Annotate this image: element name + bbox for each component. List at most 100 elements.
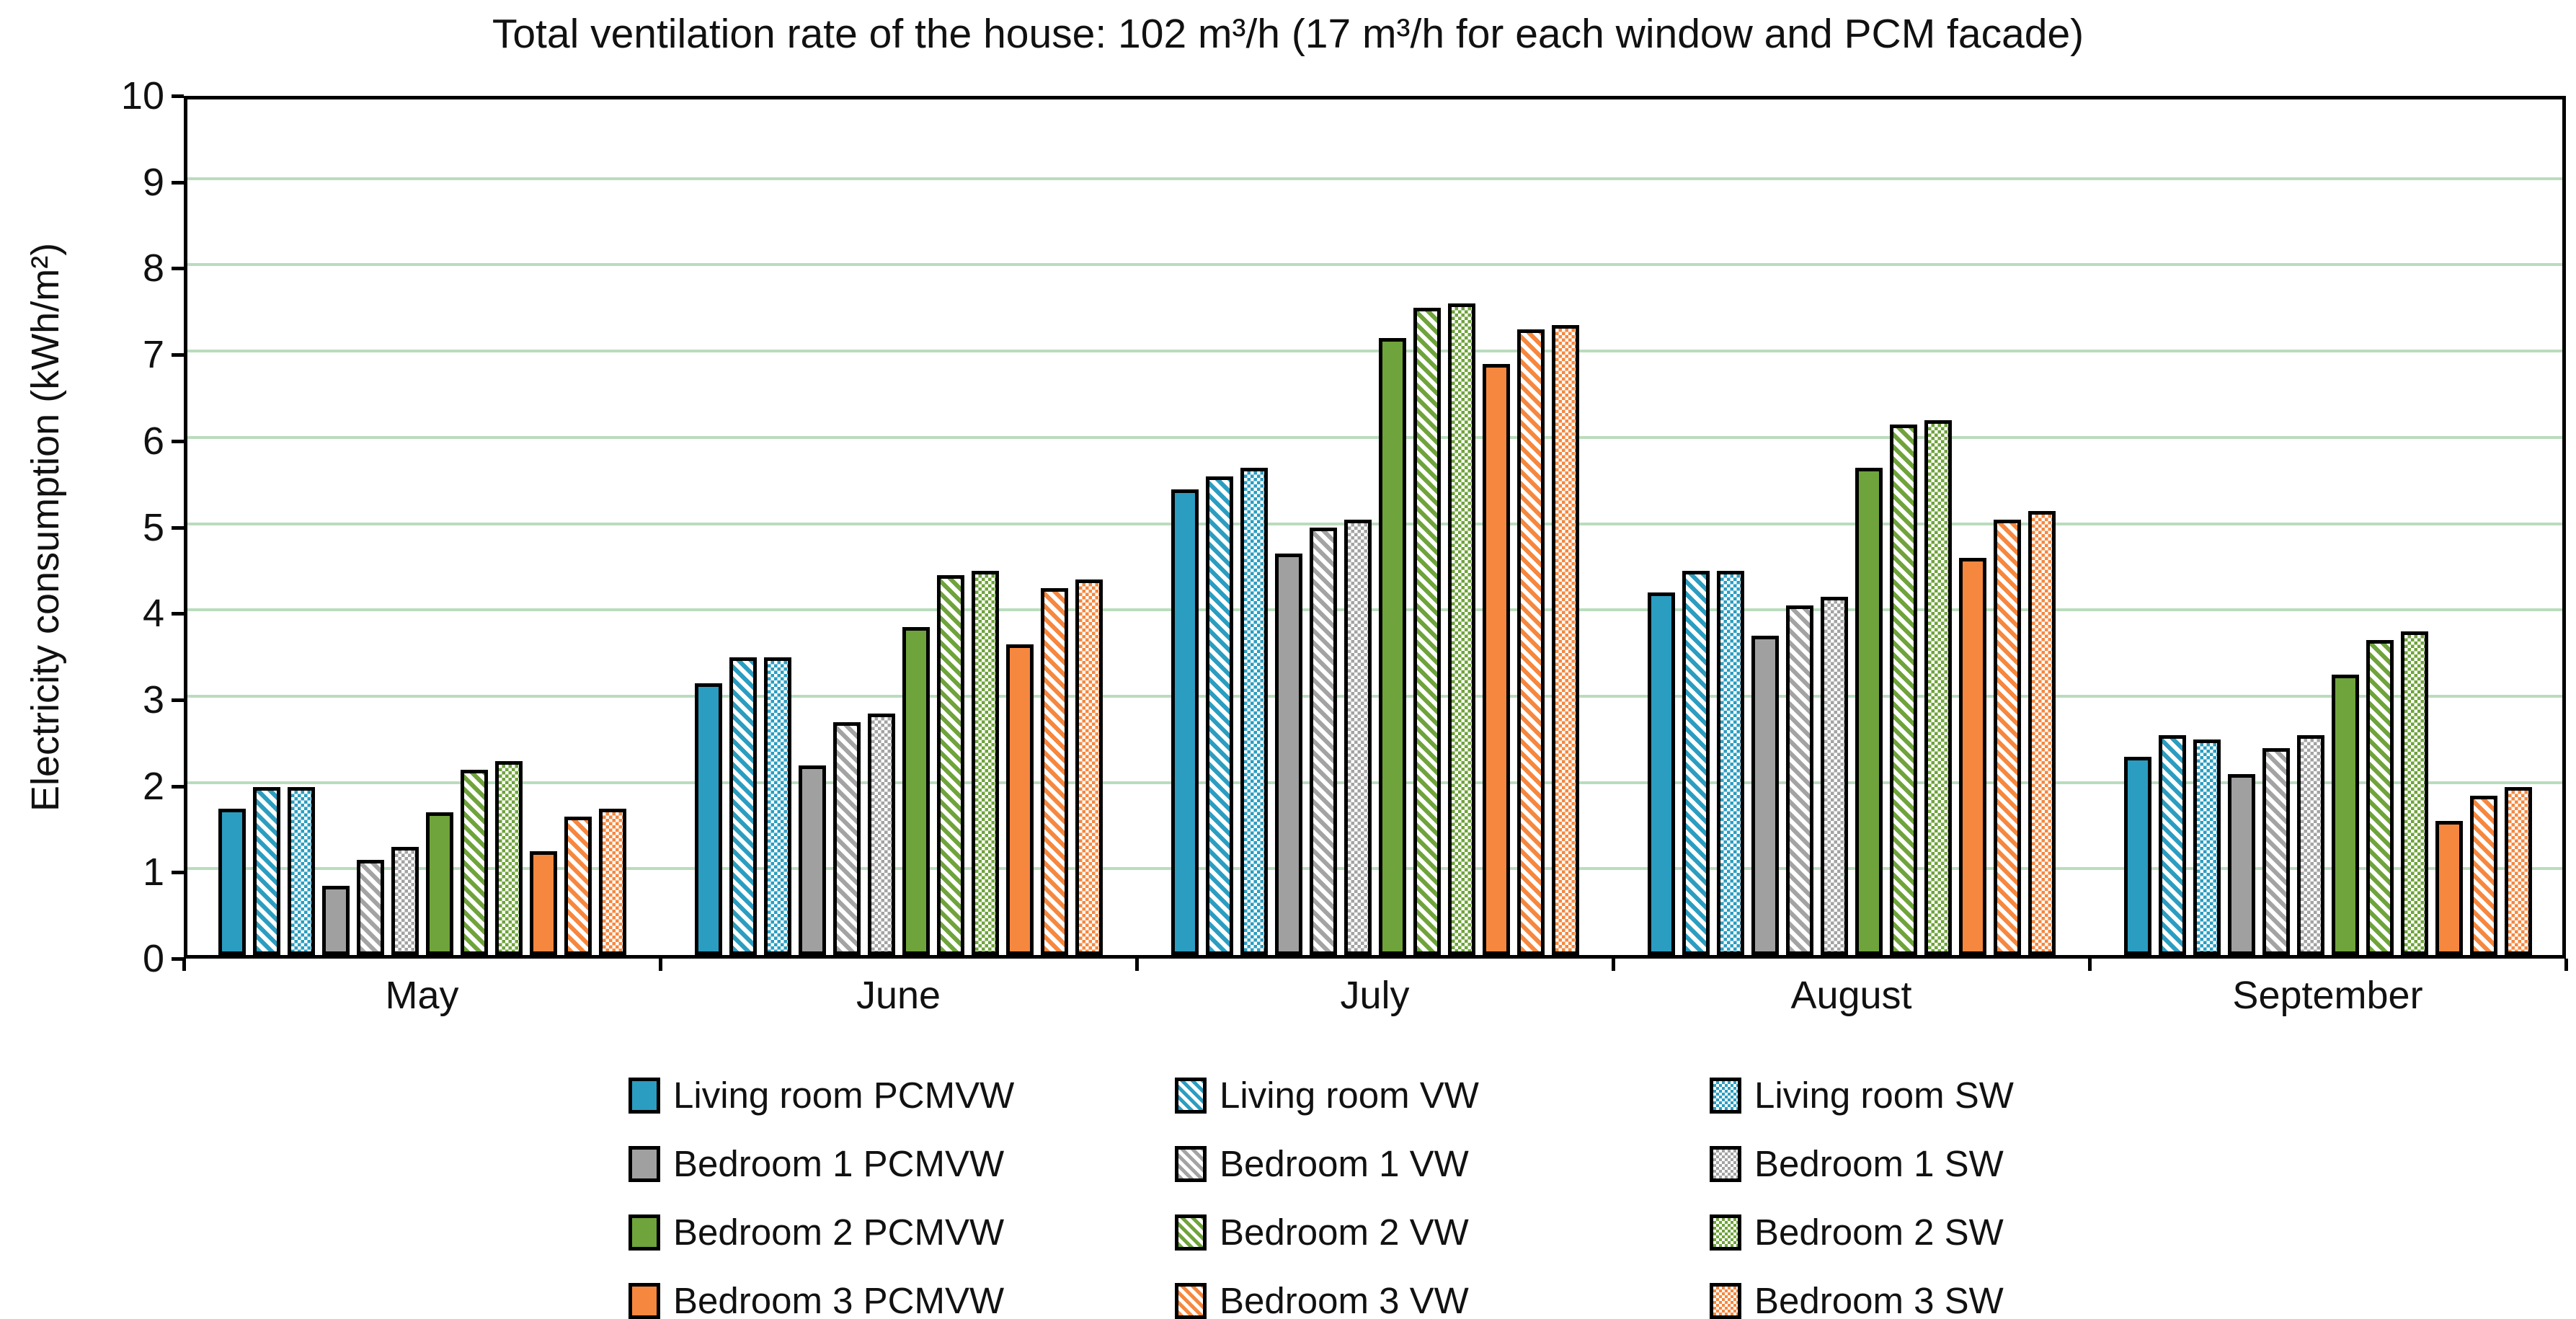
ytick-label-4: 4	[142, 592, 164, 636]
bar-bedroom-2-sw-august	[1924, 420, 1952, 955]
bar-bedroom-2-sw-july	[1447, 303, 1475, 955]
bar-bedroom-1-sw-september	[2296, 735, 2324, 955]
bar-living-room-vw-june	[729, 657, 757, 955]
bar-living-room-pcmvw-july	[1171, 489, 1199, 955]
legend-swatch-check-icon	[1710, 1214, 1741, 1251]
legend-label: Living room VW	[1220, 1075, 1479, 1116]
xcat-label-july: July	[1340, 974, 1410, 1017]
gridline-5	[187, 522, 2562, 525]
bar-bedroom-2-sw-may	[494, 761, 523, 955]
bar-bedroom-3-vw-may	[564, 817, 592, 955]
xcat-label-august: August	[1790, 974, 1912, 1017]
bar-bedroom-2-vw-september	[2366, 640, 2394, 955]
bar-living-room-sw-may	[287, 787, 315, 955]
ytick-mark-2	[172, 784, 184, 789]
ytick-label-1: 1	[142, 851, 164, 894]
gridline-3	[187, 694, 2562, 698]
legend-label: Bedroom 2 SW	[1754, 1212, 2004, 1253]
gridline-6	[187, 435, 2562, 439]
legend-swatch-solid-icon	[629, 1282, 660, 1319]
xtick-mark-0	[182, 959, 186, 971]
bar-bedroom-3-pcmvw-july	[1482, 364, 1510, 955]
legend-label: Bedroom 3 VW	[1220, 1280, 1469, 1319]
bar-group-july	[1137, 99, 1613, 955]
legend-item-bedroom-1-vw: Bedroom 1 VW	[1175, 1142, 1710, 1185]
ytick-mark-10	[172, 94, 184, 98]
ytick-mark-8	[172, 267, 184, 271]
ytick-label-7: 7	[142, 333, 164, 377]
xcat-label-september: September	[2232, 974, 2423, 1017]
bar-bedroom-2-pcmvw-july	[1378, 338, 1406, 955]
xcat-label-june: June	[856, 974, 941, 1017]
ytick-label-10: 10	[120, 74, 164, 117]
bar-bedroom-3-sw-june	[1075, 579, 1103, 955]
ytick-label-6: 6	[142, 419, 164, 463]
bar-bedroom-3-vw-june	[1040, 588, 1068, 955]
bar-bedroom-3-pcmvw-june	[1005, 644, 1034, 955]
bar-living-room-sw-june	[763, 657, 791, 955]
bar-bedroom-1-pcmvw-august	[1751, 636, 1779, 955]
bar-living-room-pcmvw-august	[1647, 592, 1675, 955]
xtick-mark-1	[659, 959, 662, 971]
bar-bedroom-2-sw-june	[971, 571, 999, 955]
bar-bedroom-2-pcmvw-august	[1855, 468, 1883, 955]
bar-living-room-pcmvw-september	[2123, 757, 2151, 955]
gridline-2	[187, 781, 2562, 784]
ytick-label-3: 3	[142, 678, 164, 721]
legend-label: Bedroom 1 SW	[1754, 1143, 2004, 1184]
bar-living-room-pcmvw-may	[218, 809, 246, 955]
bar-bedroom-1-vw-july	[1309, 528, 1337, 955]
legend-item-living-room-pcmvw: Living room PCMVW	[629, 1074, 1175, 1116]
gridline-9	[187, 177, 2562, 180]
gridline-7	[187, 350, 2562, 353]
bar-bedroom-1-sw-june	[867, 714, 895, 955]
ytick-mark-1	[172, 871, 184, 875]
plot-area	[184, 96, 2566, 959]
legend: Living room PCMVW Living room VW Living ro…	[629, 1061, 2014, 1319]
legend-swatch-solid-icon	[629, 1077, 660, 1114]
legend-item-bedroom-1-pcmvw: Bedroom 1 PCMVW	[629, 1142, 1175, 1185]
legend-item-living-room-vw: Living room VW	[1175, 1074, 1710, 1116]
ytick-mark-3	[172, 698, 184, 702]
legend-label: Living room SW	[1754, 1075, 2014, 1116]
ytick-label-8: 8	[142, 247, 164, 290]
chart-title: Total ventilation rate of the house: 102…	[492, 11, 2084, 57]
legend-item-bedroom-3-sw: Bedroom 3 SW	[1710, 1279, 2014, 1319]
ytick-mark-9	[172, 180, 184, 185]
legend-item-bedroom-2-vw: Bedroom 2 VW	[1175, 1211, 1710, 1253]
legend-item-bedroom-2-sw: Bedroom 2 SW	[1710, 1211, 2014, 1253]
bar-living-room-sw-september	[2193, 740, 2221, 955]
bar-bedroom-3-vw-september	[2469, 796, 2497, 955]
ytick-label-5: 5	[142, 505, 164, 549]
bar-bedroom-1-pcmvw-june	[798, 765, 826, 955]
legend-swatch-solid-icon	[629, 1214, 660, 1251]
legend-swatch-check-icon	[1710, 1145, 1741, 1182]
gridline-4	[187, 608, 2562, 612]
bar-bedroom-2-vw-june	[936, 575, 964, 955]
bar-bedroom-2-pcmvw-june	[902, 627, 930, 955]
bar-bedroom-3-sw-july	[1551, 325, 1579, 955]
gridline-1	[187, 867, 2562, 871]
bar-group-august	[1613, 99, 2089, 955]
legend-item-bedroom-1-sw: Bedroom 1 SW	[1710, 1142, 2014, 1185]
bar-living-room-vw-august	[1682, 571, 1710, 955]
legend-swatch-check-icon	[1710, 1282, 1741, 1319]
legend-label: Bedroom 3 SW	[1754, 1280, 2004, 1319]
bar-living-room-pcmvw-june	[694, 683, 722, 955]
ytick-mark-7	[172, 353, 184, 357]
bar-bedroom-1-sw-august	[1820, 597, 1848, 955]
bar-bedroom-1-pcmvw-may	[321, 886, 350, 955]
bar-group-may	[184, 99, 660, 955]
legend-label: Bedroom 2 PCMVW	[673, 1212, 1005, 1253]
bar-bedroom-2-vw-july	[1413, 308, 1441, 955]
legend-item-bedroom-3-vw: Bedroom 3 VW	[1175, 1279, 1710, 1319]
legend-item-living-room-sw: Living room SW	[1710, 1074, 2014, 1116]
legend-item-bedroom-2-pcmvw: Bedroom 2 PCMVW	[629, 1211, 1175, 1253]
bar-group-june	[660, 99, 1137, 955]
ytick-label-2: 2	[142, 764, 164, 808]
bar-bedroom-3-vw-july	[1516, 329, 1545, 955]
bar-bedroom-2-pcmvw-september	[2331, 675, 2359, 955]
bar-living-room-sw-july	[1240, 468, 1268, 955]
ytick-mark-5	[172, 525, 184, 530]
